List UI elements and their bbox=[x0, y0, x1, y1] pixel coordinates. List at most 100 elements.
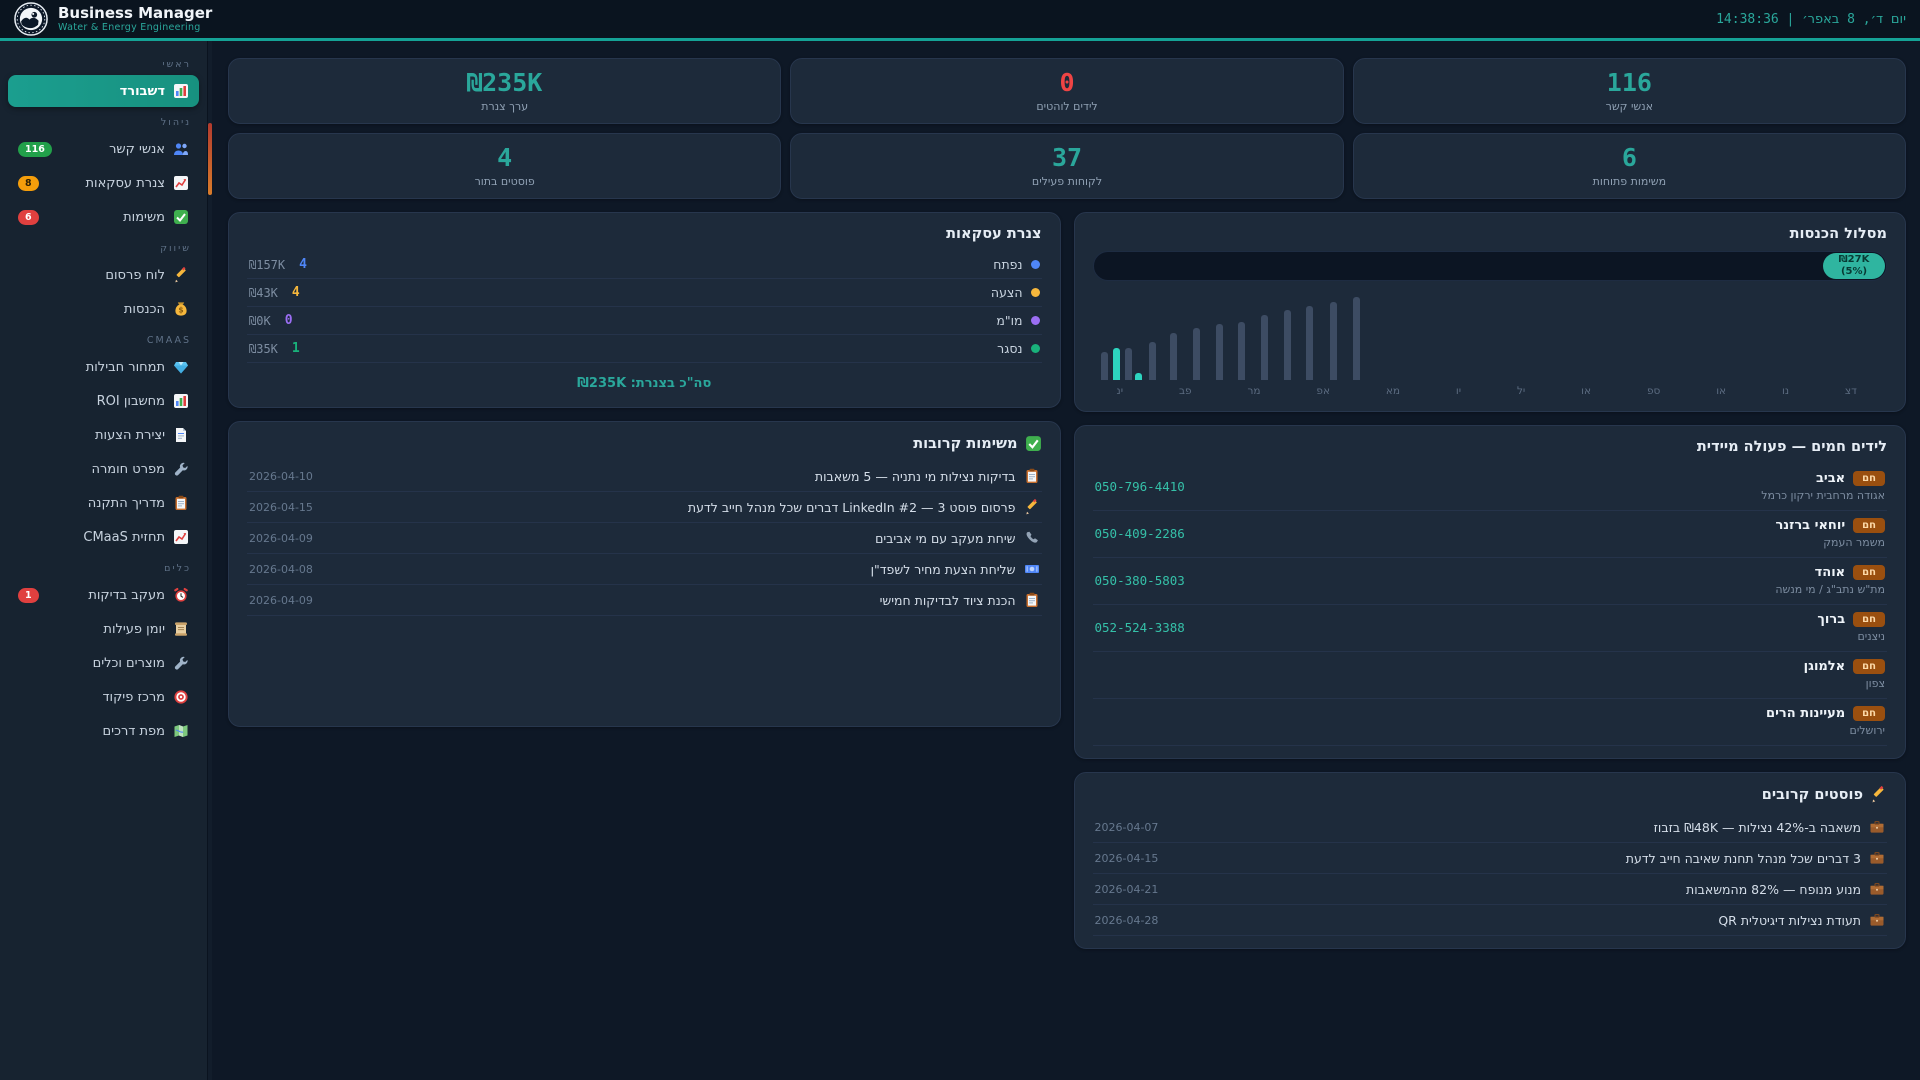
pipeline-icon bbox=[173, 175, 189, 191]
stat-card[interactable]: 6 משימות פתוחות bbox=[1352, 133, 1906, 199]
revenue-target-bar bbox=[1148, 342, 1156, 380]
sidebar-item[interactable]: תחזית CMaaS bbox=[8, 521, 199, 553]
revenue-title: מסלול הכנסות bbox=[1789, 226, 1887, 242]
revenue-progress-fill: ₪27K (5%) bbox=[1823, 253, 1885, 279]
revenue-target-bar bbox=[1329, 302, 1337, 380]
pipeline-stage-row[interactable]: הצעה 4 ₪43K bbox=[247, 279, 1042, 307]
lead-name: אביב bbox=[1816, 471, 1846, 486]
month-label: ספ bbox=[1646, 385, 1661, 397]
sidebar-section-label: CMAAS bbox=[146, 335, 191, 346]
phone-icon bbox=[1024, 530, 1040, 546]
post-row[interactable]: משאבה ב-42% נצילות — ₪48K בזבוז 2026-04-0… bbox=[1092, 812, 1887, 843]
stage-count: 0 bbox=[284, 313, 293, 328]
pipeline-title: צנרת עסקאות bbox=[946, 226, 1042, 242]
sidebar-item[interactable]: אנשי קשר 116 bbox=[8, 133, 199, 165]
stat-label: אנשי קשר bbox=[1605, 100, 1653, 113]
pipeline-stage-row[interactable]: מו"מ 0 ₪0K bbox=[247, 307, 1042, 335]
sidebar-item[interactable]: תמחור חבילות bbox=[8, 351, 199, 383]
sidebar-item-badge: 116 bbox=[18, 141, 52, 157]
stage-name: הצעה bbox=[990, 285, 1023, 300]
lead-row[interactable]: חם מעיינות הרים ירושלים bbox=[1092, 699, 1887, 746]
money-icon: $ bbox=[173, 301, 189, 317]
pipeline-stage-row[interactable]: נפתח 4 ₪157K bbox=[247, 251, 1042, 279]
revenue-target-bar bbox=[1124, 348, 1132, 380]
hot-leads-title: לידים חמים — פעולה מיידית bbox=[1696, 439, 1887, 455]
stat-card[interactable]: ₪235K ערך צנרת bbox=[228, 58, 782, 124]
lead-phone-link[interactable]: 052-524-3388 bbox=[1094, 620, 1185, 635]
revenue-target-bar bbox=[1237, 322, 1245, 380]
stat-card[interactable]: 116 אנשי קשר bbox=[1352, 58, 1906, 124]
post-row-title: 3 דברים שכל מנהל תחנת שאיבה חייב לדעת bbox=[1625, 850, 1861, 866]
svg-text:$: $ bbox=[178, 306, 183, 315]
task-row-date: 2026-04-15 bbox=[249, 500, 313, 514]
pipeline-stage-row[interactable]: נסגר 1 ₪35K bbox=[247, 335, 1042, 363]
briefcase-icon bbox=[1869, 881, 1885, 897]
dashboard-icon bbox=[173, 393, 189, 409]
sidebar-item-label: אנשי קשר bbox=[109, 141, 165, 157]
lead-row[interactable]: חם אלמוגן צפון bbox=[1092, 652, 1887, 699]
post-row-date: 2026-04-15 bbox=[1094, 851, 1159, 865]
sidebar-item-label: מוצרים וכלים bbox=[92, 655, 165, 671]
hot-badge: חם bbox=[1853, 706, 1885, 721]
sidebar-item[interactable]: לוח פרסום bbox=[8, 259, 199, 291]
sidebar-item[interactable]: מדריך התקנה bbox=[8, 487, 199, 519]
stage-count: 4 bbox=[299, 257, 307, 272]
sidebar-scrollbar-thumb[interactable] bbox=[208, 123, 212, 195]
sidebar-item[interactable]: צנרת עסקאות 8 bbox=[8, 167, 199, 199]
revenue-target-bar bbox=[1100, 352, 1108, 380]
revenue-bar-chart bbox=[1093, 290, 1888, 380]
lead-row[interactable]: חם אוהד מת"ש נתב"ג / מי מנשה 050-380-5803 bbox=[1092, 558, 1887, 605]
sidebar-item[interactable]: מוצרים וכלים bbox=[8, 647, 199, 679]
post-row[interactable]: מנוע מנופח — 82% מהמשאבות 2026-04-21 bbox=[1092, 874, 1887, 905]
lead-row[interactable]: חם אביב אגודה מרחבית ירקון כרמל 050-796-441… bbox=[1092, 464, 1887, 511]
lead-phone-link[interactable]: 050-380-5803 bbox=[1094, 573, 1185, 588]
stat-label: לקוחות פעילים bbox=[1031, 175, 1103, 188]
sidebar-item[interactable]: יצירת הצעות bbox=[8, 419, 199, 451]
stat-card[interactable]: 37 לקוחות פעילים bbox=[790, 133, 1344, 199]
upcoming-posts-panel: פוסטים קרובים משאבה ב-42% נצילות — ₪48K … bbox=[1073, 772, 1906, 949]
sidebar-item[interactable]: מעקב בדיקות 1 bbox=[8, 579, 199, 611]
sidebar-item[interactable]: מרכז פיקוד bbox=[8, 681, 199, 713]
task-row-title: הכנת ציוד לבדיקות חמישי bbox=[879, 592, 1016, 608]
revenue-target-bar bbox=[1215, 324, 1223, 380]
sidebar-item[interactable]: מחשבון ROI bbox=[8, 385, 199, 417]
map-icon bbox=[173, 723, 189, 739]
sidebar-item[interactable]: $ הכנסות bbox=[8, 293, 199, 325]
left-column: צנרת עסקאות נפתח 4 ₪157K הצעה 4 ₪43K מו"מ 0 ₪0K נ… bbox=[228, 212, 1061, 727]
task-row[interactable]: בדיקות נצילות מי נתניה — 5 משאבות 2026-04… bbox=[247, 461, 1042, 492]
task-row[interactable]: הכנת ציוד לבדיקות חמישי 2026-04-09 bbox=[247, 585, 1042, 616]
stage-value: ₪43K bbox=[249, 285, 278, 300]
task-row[interactable]: שליחת הצעת מחיר לשפד"ן 2026-04-08 bbox=[247, 554, 1042, 585]
stat-card[interactable]: 0 לידים לוהטים bbox=[790, 58, 1344, 124]
sidebar-item[interactable]: משימות 6 bbox=[8, 201, 199, 233]
upcoming-posts-title: פוסטים קרובים bbox=[1093, 786, 1888, 803]
sidebar-item-label: מדריך התקנה bbox=[87, 495, 165, 511]
lead-phone-link[interactable]: 050-409-2286 bbox=[1094, 526, 1185, 541]
stat-label: לידים לוהטים bbox=[1036, 100, 1098, 113]
task-row[interactable]: שיחת מעקב עם מי אביבים 2026-04-09 bbox=[247, 523, 1042, 554]
lead-row[interactable]: חם ברוך ניצנים 052-524-3388 bbox=[1092, 605, 1887, 652]
stage-count: 4 bbox=[291, 285, 300, 300]
task-row[interactable]: פרסום פוסט LinkedIn #2 — 3 דברים שכל מנה… bbox=[247, 492, 1042, 523]
panels-grid: מסלול הכנסות ₪27K (5%) ינ פב מר אפ מא יו יל או ס… bbox=[228, 212, 1906, 949]
revenue-target-bar bbox=[1169, 333, 1177, 380]
post-row[interactable]: 3 דברים שכל מנהל תחנת שאיבה חייב לדעת 202… bbox=[1092, 843, 1887, 874]
lead-row[interactable]: חם יוחאי ברזנר משמר העמק 050-409-2286 bbox=[1092, 511, 1887, 558]
wrench-icon bbox=[173, 655, 189, 671]
sidebar-item[interactable]: יומן פעילות bbox=[8, 613, 199, 645]
pencil-icon bbox=[173, 267, 189, 283]
month-label: מא bbox=[1385, 385, 1400, 397]
briefcase-icon bbox=[1869, 912, 1885, 928]
sidebar-item[interactable]: מפרט חומרה bbox=[8, 453, 199, 485]
pipeline-total-value: ₪235K bbox=[577, 376, 627, 391]
sidebar-item[interactable]: דשבורד bbox=[8, 75, 199, 107]
lead-phone-link[interactable]: 050-796-4410 bbox=[1094, 479, 1185, 494]
pipeline-icon bbox=[173, 529, 189, 545]
stat-card[interactable]: 4 פוסטים בתור bbox=[228, 133, 782, 199]
post-row[interactable]: תעודת נצילות דיגיטלית QR 2026-04-28 bbox=[1092, 905, 1887, 936]
lead-organization: ניצנים bbox=[1857, 630, 1885, 643]
stage-count: 1 bbox=[291, 341, 300, 356]
task-row-date: 2026-04-09 bbox=[249, 531, 313, 545]
sidebar-item[interactable]: מפת דרכים bbox=[8, 715, 199, 747]
task-row-date: 2026-04-10 bbox=[249, 469, 313, 483]
